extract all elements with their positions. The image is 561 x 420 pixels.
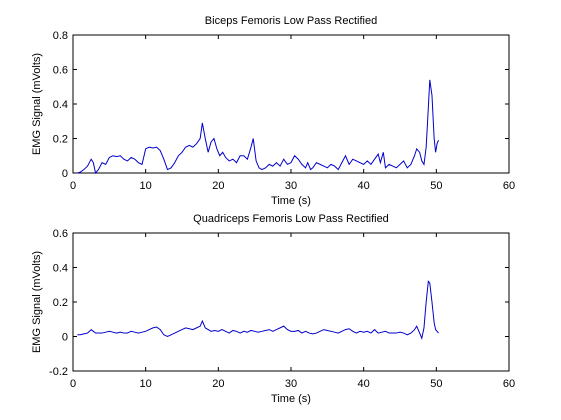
biceps-x-tick-label: 30 bbox=[285, 180, 297, 192]
quadriceps-x-axis-label: Time (s) bbox=[271, 393, 311, 405]
quadriceps-x-ticks: 0 10 20 30 40 50 60 bbox=[70, 233, 515, 390]
biceps-x-tick-label: 10 bbox=[140, 180, 152, 192]
quadriceps-y-axis-label: EMG Signal (mVolts) bbox=[31, 251, 43, 353]
biceps-y-tick-label: 0.6 bbox=[53, 65, 68, 77]
quadriceps-emg-line bbox=[77, 280, 439, 340]
biceps-x-tick-label: 0 bbox=[70, 180, 76, 192]
quadriceps-x-tick-label: 0 bbox=[70, 378, 76, 390]
quadriceps-x-tick-label: 40 bbox=[358, 378, 370, 390]
biceps-chart: Biceps Femoris Low Pass Rectified 0 10 20 3… bbox=[31, 15, 515, 207]
biceps-y-tick-label: 0.2 bbox=[53, 134, 68, 146]
biceps-y-axis-label: EMG Signal (mVolts) bbox=[31, 53, 43, 155]
biceps-y-tick-label: 0.8 bbox=[53, 30, 68, 42]
quadriceps-y-tick-label: 0.2 bbox=[53, 297, 68, 309]
quadriceps-y-tick-label: 0 bbox=[62, 332, 68, 344]
quadriceps-x-tick-label: 20 bbox=[212, 378, 224, 390]
quadriceps-x-tick-label: 30 bbox=[285, 378, 297, 390]
quadriceps-y-tick-label: -0.2 bbox=[49, 366, 68, 378]
quadriceps-chart: Quadriceps Femoris Low Pass Rectified 0 1… bbox=[31, 213, 515, 405]
biceps-x-tick-label: 20 bbox=[212, 180, 224, 192]
biceps-x-ticks: 0 10 20 30 40 50 60 bbox=[70, 35, 515, 192]
quadriceps-chart-title: Quadriceps Femoris Low Pass Rectified bbox=[193, 213, 389, 225]
biceps-chart-title: Biceps Femoris Low Pass Rectified bbox=[205, 15, 377, 27]
biceps-y-tick-label: 0.4 bbox=[53, 99, 68, 111]
biceps-y-ticks: 0 0.2 0.4 0.6 0.8 bbox=[53, 30, 509, 180]
quadriceps-x-tick-label: 10 bbox=[140, 378, 152, 390]
biceps-plot-frame bbox=[72, 34, 510, 174]
quadriceps-y-ticks: -0.2 0 0.2 0.4 0.6 bbox=[49, 228, 509, 378]
quadriceps-y-tick-label: 0.6 bbox=[53, 228, 68, 240]
quadriceps-x-tick-label: 60 bbox=[503, 378, 515, 390]
biceps-y-tick-label: 0 bbox=[62, 168, 68, 180]
quadriceps-plot-frame bbox=[72, 232, 510, 372]
biceps-x-tick-label: 60 bbox=[503, 180, 515, 192]
biceps-x-axis-label: Time (s) bbox=[271, 195, 311, 207]
biceps-x-tick-label: 50 bbox=[430, 180, 442, 192]
quadriceps-x-tick-label: 50 bbox=[430, 378, 442, 390]
biceps-x-tick-label: 40 bbox=[358, 180, 370, 192]
biceps-emg-line bbox=[77, 79, 439, 175]
quadriceps-y-tick-label: 0.4 bbox=[53, 263, 68, 275]
